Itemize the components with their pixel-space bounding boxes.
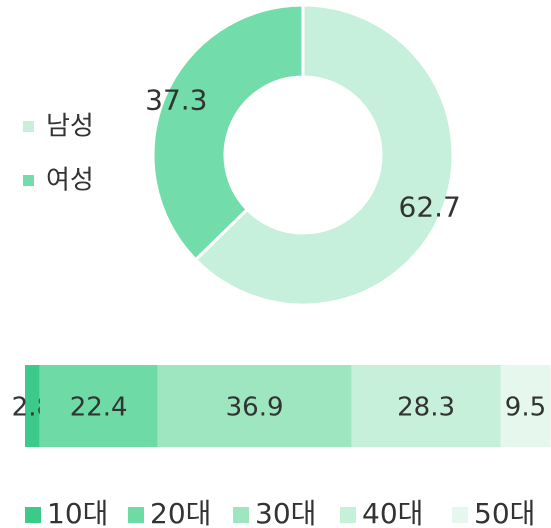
bar-segment	[500, 365, 551, 447]
legend-swatch	[23, 175, 34, 186]
legend-swatch	[23, 121, 34, 132]
legend-label: 30대	[255, 497, 316, 528]
legend-label: 여성	[46, 166, 94, 196]
legend-label: 20대	[150, 497, 211, 528]
legend-label: 10대	[47, 497, 108, 528]
donut-slice	[151, 3, 305, 262]
value-label: 37.3	[145, 84, 207, 117]
legend-swatch	[128, 507, 144, 523]
value-label: 9.5	[505, 393, 546, 423]
legend-label: 40대	[362, 497, 423, 528]
legend-swatch	[233, 507, 249, 523]
legend-swatch	[25, 507, 41, 523]
bar-segment	[351, 365, 501, 447]
value-label: 36.9	[226, 393, 284, 423]
donut-slice	[193, 3, 455, 307]
bar-segment	[157, 365, 352, 447]
value-label: 28.3	[397, 393, 455, 423]
bar-segment	[39, 365, 158, 447]
value-label: 62.7	[399, 190, 461, 223]
legend-swatch	[452, 507, 468, 523]
value-label: 22.4	[70, 393, 128, 423]
bar-segment	[25, 365, 40, 447]
legend-swatch	[340, 507, 356, 523]
legend-label: 남성	[46, 112, 94, 142]
legend-label: 50대	[474, 497, 535, 528]
